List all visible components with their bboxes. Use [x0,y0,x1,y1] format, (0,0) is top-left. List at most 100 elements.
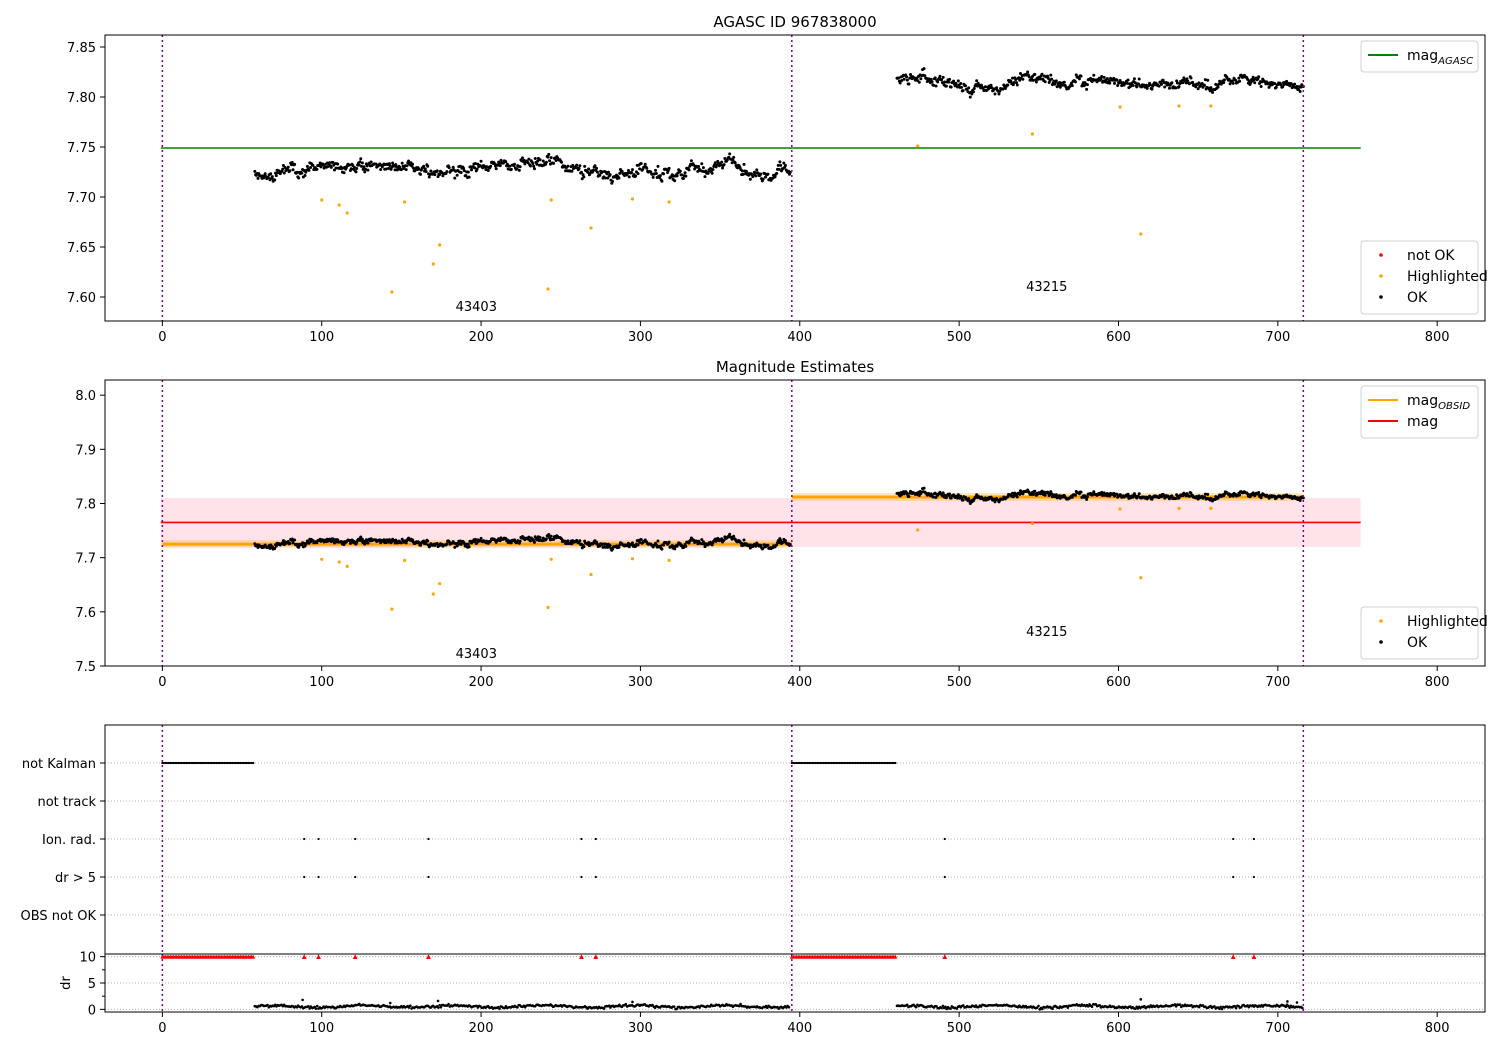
ok-point [941,491,945,495]
flag-point [884,761,887,765]
ok-point [630,541,634,545]
ok-point [1026,70,1030,74]
dr-point [300,1005,304,1008]
ok-point [1137,492,1141,496]
ok-point [354,170,358,174]
ok-point [922,486,926,490]
ok-point [722,163,726,167]
ok-point [570,169,574,173]
highlighted-point [390,607,394,611]
ok-point [424,169,428,173]
dr-point [787,1005,791,1009]
ok-point [1033,72,1037,76]
ok-point [608,173,612,177]
ok-point [473,538,477,542]
ok-point [740,169,744,173]
ok-point [967,497,971,501]
ok-point [1053,82,1057,86]
ok-point [1033,489,1037,493]
ok-point [654,168,658,172]
legend-label: Highlighted [1407,614,1488,630]
flag-point [825,761,828,765]
x-tick-label: 600 [1106,330,1131,345]
ok-point [773,175,777,179]
ok-point [1211,90,1215,94]
ok-point [936,80,940,84]
flag-point [816,761,819,765]
ok-point [759,172,763,176]
ok-point [295,170,299,174]
flag-point [860,761,864,765]
dr-clipped-marker [301,954,307,960]
ok-point [959,82,963,86]
ok-point [349,167,353,171]
ok-point [1209,86,1213,90]
flag-point [221,761,225,765]
ok-point [932,83,936,87]
ok-point [578,164,582,168]
flag-point [813,761,816,765]
ok-point [730,161,734,165]
dr-clipped-marker [1230,954,1236,960]
highlighted-point [916,528,920,532]
flag-point [891,761,894,765]
x-tick-label: 800 [1425,1021,1450,1036]
ok-point [756,171,760,175]
highlighted-point [337,560,341,564]
ok-point [611,547,615,551]
ok-point [549,534,553,538]
ok-point [328,161,332,165]
ok-point [636,172,640,176]
ok-point [766,543,770,547]
flag-point [836,761,840,765]
dr-point [1284,1005,1288,1009]
ok-point [1222,81,1226,85]
ok-point [1289,82,1293,86]
highlighted-point [431,592,435,596]
ok-point [393,168,397,172]
ok-point [1216,85,1220,89]
ok-point [697,164,701,168]
ok-point [948,492,952,496]
ok-point [660,547,664,551]
dr-point [1286,1000,1289,1003]
ok-point [582,545,586,549]
flag-point [865,761,868,765]
ok-point [934,84,938,88]
ok-point [1043,493,1047,497]
ok-point [1273,82,1277,86]
ok-point [359,157,363,161]
highlighted-point [1139,576,1143,580]
ok-point [654,172,658,176]
obsid-label: 43403 [456,300,497,315]
ok-point [1073,493,1077,497]
x-tick-label: 700 [1265,330,1290,345]
ok-point [489,164,493,168]
ok-point [754,174,758,178]
ok-point [755,168,759,172]
ok-point [560,160,564,164]
ok-point [731,158,735,162]
legend-marker [1379,253,1383,257]
ok-point [436,175,440,179]
flag-point [873,761,876,765]
dr-panel: 0 100 200 300 400 500 600 700 800 0 5 10 dr [59,951,1486,1036]
ok-point [405,164,409,168]
flag-point [354,875,357,879]
ok-point [282,171,286,175]
flag-point [210,761,213,765]
highlighted-point [1030,521,1035,526]
ok-point [384,167,388,171]
ok-point [761,546,765,550]
highlighted-point [549,557,553,561]
ok-point [538,158,542,162]
ok-point [678,169,682,173]
flag-point [186,761,189,765]
ok-point [930,80,934,84]
ok-point [532,540,536,544]
ok-point [940,78,944,82]
flag-point [303,875,306,879]
ok-point [710,171,714,175]
ok-point [733,161,737,165]
ok-point [742,538,746,542]
